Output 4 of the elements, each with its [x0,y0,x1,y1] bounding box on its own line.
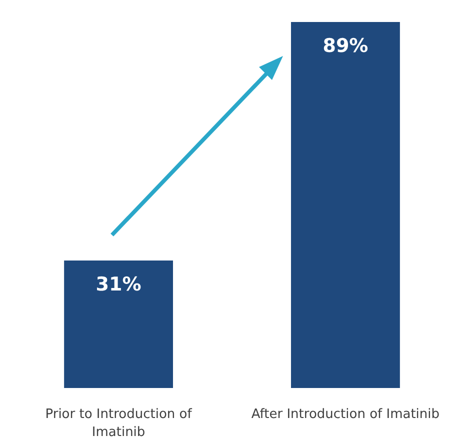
x-tick-label: Prior to Introduction of Imatinib [45,407,192,440]
data-label: 89% [322,35,368,57]
data-label: 31% [96,274,142,296]
x-tick-label: After Introduction of Imatinib [251,407,440,422]
